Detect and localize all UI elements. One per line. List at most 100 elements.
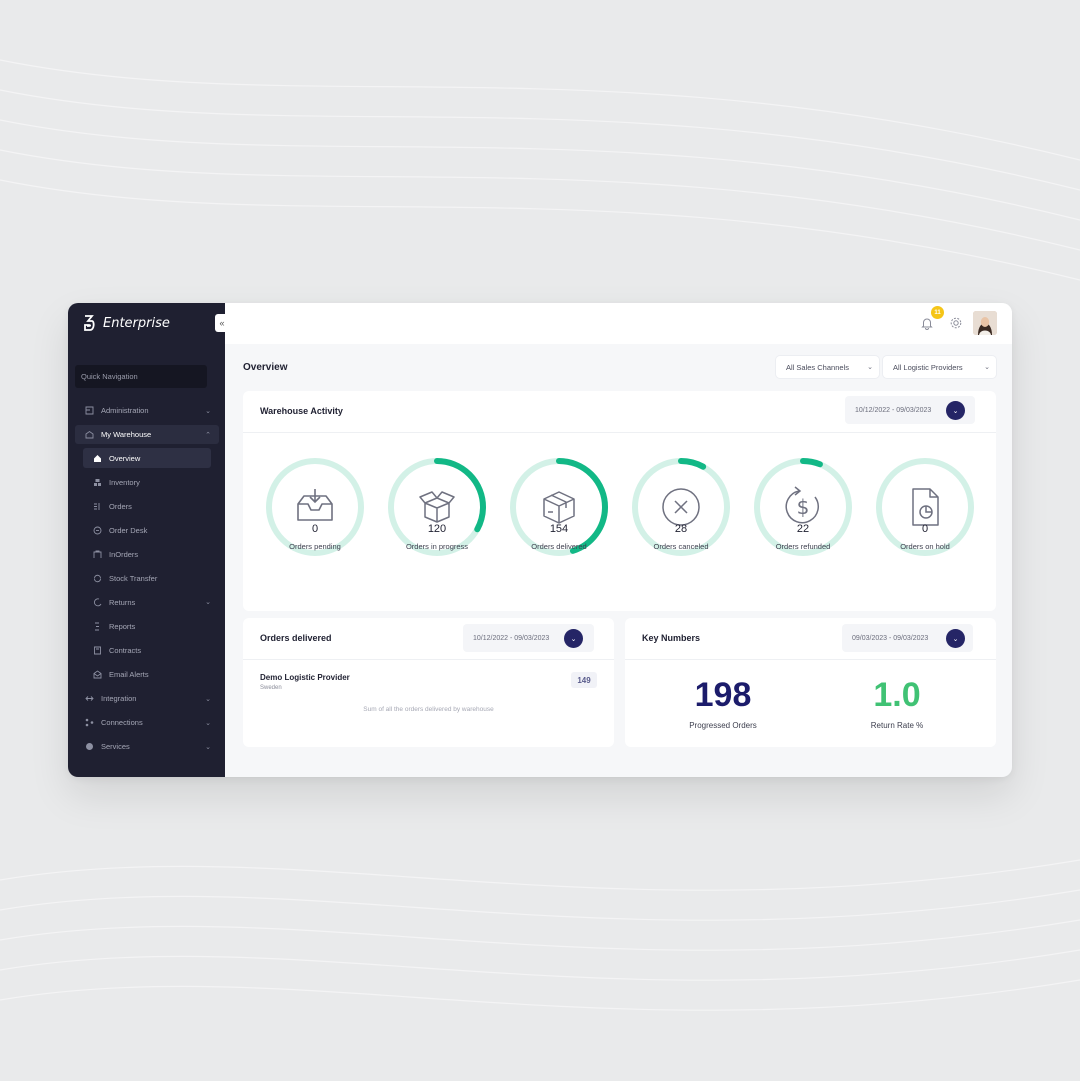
- integration-icon: [85, 694, 94, 703]
- sidebar-item-label: Contracts: [109, 645, 142, 655]
- sidebar-item-my-warehouse[interactable]: My Warehouse ⌃: [75, 425, 219, 444]
- date-dropdown-button[interactable]: ⌄: [564, 629, 583, 648]
- metric-orders-delivered[interactable]: [507, 455, 611, 559]
- order-desk-icon: [93, 526, 102, 535]
- provider-count-badge: 149: [571, 672, 597, 688]
- connections-icon: [85, 718, 94, 727]
- transfer-icon: [93, 574, 102, 583]
- services-icon: [85, 742, 94, 751]
- warehouse-icon: [85, 430, 94, 439]
- metric-orders-on-hold[interactable]: [873, 455, 977, 559]
- user-avatar[interactable]: [973, 311, 997, 335]
- cancel-icon: [662, 488, 700, 526]
- metric-label: Orders on hold: [900, 542, 950, 551]
- sidebar-item-order-desk[interactable]: Order Desk: [83, 520, 211, 540]
- boxes-icon: [93, 478, 102, 487]
- sidebar-item-services[interactable]: Services ⌄: [75, 737, 219, 756]
- brand[interactable]: Enterprise: [84, 315, 170, 331]
- metric-value: 0: [921, 523, 929, 535]
- sidebar-item-label: Returns: [109, 597, 136, 607]
- sidebar-item-label: Overview: [109, 453, 141, 463]
- sidebar-item-email-alerts[interactable]: Email Alerts: [83, 664, 211, 684]
- progressed-orders-label: Progressed Orders: [689, 721, 757, 730]
- metric-orders-canceled[interactable]: [629, 455, 733, 559]
- chevron-down-icon: ⌄: [205, 599, 211, 606]
- card-title: Key Numbers: [642, 633, 701, 643]
- sidebar-item-label: Reports: [109, 621, 136, 631]
- sidebar-item-label: Connections: [101, 718, 143, 727]
- notification-badge: 11: [931, 306, 944, 319]
- ring-progress: [388, 458, 486, 556]
- sidebar-item-inventory[interactable]: Inventory: [83, 472, 211, 492]
- progress-ring: [876, 458, 974, 556]
- metric-label: Orders refunded: [775, 542, 831, 551]
- chevron-down-icon: ⌄: [205, 743, 211, 751]
- ring-progress: [754, 458, 852, 556]
- ring-progress: [510, 458, 608, 556]
- progress-ring: [632, 458, 730, 556]
- logistic-provider-select[interactable]: All Logistic Providers ⌄: [883, 356, 996, 378]
- date-dropdown-button[interactable]: ⌄: [946, 629, 965, 648]
- sidebar-item-returns[interactable]: Returns ⌄: [83, 592, 211, 612]
- email-icon: [93, 669, 102, 679]
- settings-icon[interactable]: [949, 316, 963, 330]
- metric-orders-pending[interactable]: [263, 455, 367, 559]
- sidebar-item-reports[interactable]: Reports: [83, 616, 211, 636]
- sales-channel-select[interactable]: All Sales Channels ⌄: [776, 356, 879, 378]
- sidebar-item-integration[interactable]: Integration ⌄: [75, 689, 219, 708]
- chevron-down-icon: ⌄: [205, 719, 211, 727]
- admin-icon: [85, 406, 94, 415]
- brand-logo-icon: [84, 315, 95, 331]
- returns-icon: [93, 597, 102, 607]
- divider: [625, 659, 996, 660]
- quick-navigation-input[interactable]: Quick Navigation: [75, 365, 207, 388]
- orders-delivered-card: Orders delivered 10/12/2022 - 09/03/2023…: [243, 618, 614, 747]
- return-rate-value: 1.0: [873, 676, 921, 714]
- chevron-down-icon: ⌄: [984, 364, 990, 371]
- chevron-down-icon: ⌄: [205, 407, 211, 415]
- date-dropdown-button[interactable]: ⌄: [946, 401, 965, 420]
- sidebar-item-orders[interactable]: Orders: [83, 496, 211, 516]
- provider-name[interactable]: Demo Logistic Provider: [260, 673, 350, 682]
- package-icon: [543, 491, 575, 524]
- collapse-sidebar-button[interactable]: «: [215, 314, 229, 332]
- sidebar-item-connections[interactable]: Connections ⌄: [75, 713, 219, 732]
- contracts-icon: [93, 646, 102, 655]
- metric-orders-refunded[interactable]: $: [751, 455, 855, 559]
- card-title: Orders delivered: [260, 633, 332, 643]
- bell-icon[interactable]: [920, 316, 934, 330]
- brand-name: Enterprise: [103, 315, 170, 331]
- app-window: Enterprise Quick Navigation Administrati…: [68, 303, 1012, 777]
- sidebar: Enterprise Quick Navigation Administrati…: [68, 303, 225, 777]
- open-box-icon: [419, 491, 455, 523]
- metric-value: 154: [549, 523, 569, 535]
- inorders-icon: [93, 550, 102, 559]
- progressed-orders-value: 198: [694, 676, 752, 714]
- key-numbers-card: Key Numbers 09/03/2023 - 09/03/2023 ⌄ 19…: [625, 618, 996, 747]
- metric-value: 120: [427, 523, 447, 535]
- sidebar-item-contracts[interactable]: Contracts: [83, 640, 211, 660]
- date-range-text: 10/12/2022 - 09/03/2023: [473, 634, 550, 642]
- sidebar-item-label: My Warehouse: [101, 430, 152, 439]
- select-value: All Sales Channels: [786, 362, 849, 372]
- metric-label: Orders in progress: [405, 542, 469, 551]
- select-value: All Logistic Providers: [893, 362, 963, 372]
- avatar-image: [973, 311, 997, 335]
- sidebar-item-label: Email Alerts: [109, 669, 149, 679]
- metric-orders-in-progress[interactable]: [385, 455, 489, 559]
- divider: [243, 659, 614, 660]
- warehouse-activity-card: Warehouse Activity 10/12/2022 - 09/03/20…: [243, 391, 996, 611]
- sidebar-item-stock-transfer[interactable]: Stock Transfer: [83, 568, 211, 588]
- sidebar-item-inorders[interactable]: InOrders: [83, 544, 211, 564]
- home-icon: [93, 454, 102, 463]
- provider-country: Sweden: [260, 685, 282, 691]
- topbar: 11: [225, 303, 1012, 344]
- sidebar-item-overview[interactable]: Overview: [83, 448, 211, 468]
- card-footnote: Sum of all the orders delivered by wareh…: [363, 706, 494, 713]
- sidebar-item-label: Services: [101, 742, 130, 751]
- sidebar-item-label: Order Desk: [109, 525, 148, 535]
- ring-track: [266, 458, 364, 556]
- chevron-down-icon: ⌄: [205, 695, 211, 703]
- sidebar-item-administration[interactable]: Administration ⌄: [75, 401, 219, 420]
